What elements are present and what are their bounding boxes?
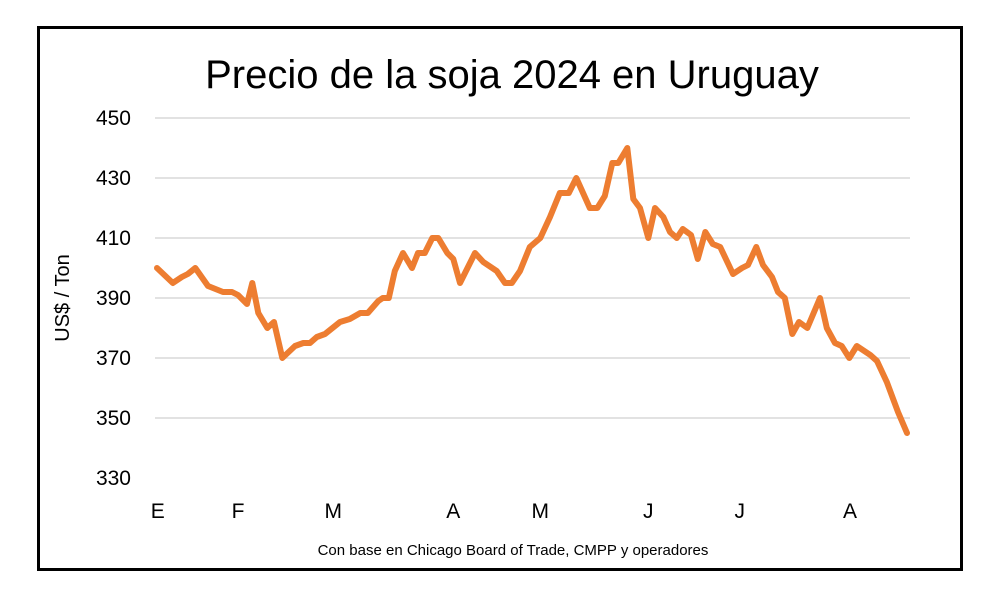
x-tick-label: A — [446, 500, 460, 523]
x-tick-label: M — [532, 500, 550, 523]
chart-title: Precio de la soja 2024 en Uruguay — [205, 53, 819, 97]
y-axis-title: US$ / Ton — [52, 254, 74, 341]
y-tick-label: 430 — [96, 167, 131, 190]
source-note: Con base en Chicago Board of Trade, CMPP… — [318, 542, 709, 559]
x-tick-label: F — [232, 500, 245, 523]
y-tick-label: 390 — [96, 287, 131, 310]
y-tick-label: 370 — [96, 347, 131, 370]
x-tick-label: J — [735, 500, 746, 523]
x-tick-label: A — [843, 500, 857, 523]
y-tick-label: 350 — [96, 407, 131, 430]
series-group — [154, 145, 910, 436]
x-tick-label: M — [325, 500, 343, 523]
y-tick-label: 450 — [96, 107, 131, 130]
y-tick-label: 410 — [96, 227, 131, 250]
series-line — [154, 145, 910, 436]
y-tick-label: 330 — [96, 467, 131, 490]
x-tick-label: E — [151, 500, 165, 523]
x-tick-label: J — [643, 500, 654, 523]
y-tick-labels: 330 350 370 390 410 430 450 — [96, 107, 131, 490]
